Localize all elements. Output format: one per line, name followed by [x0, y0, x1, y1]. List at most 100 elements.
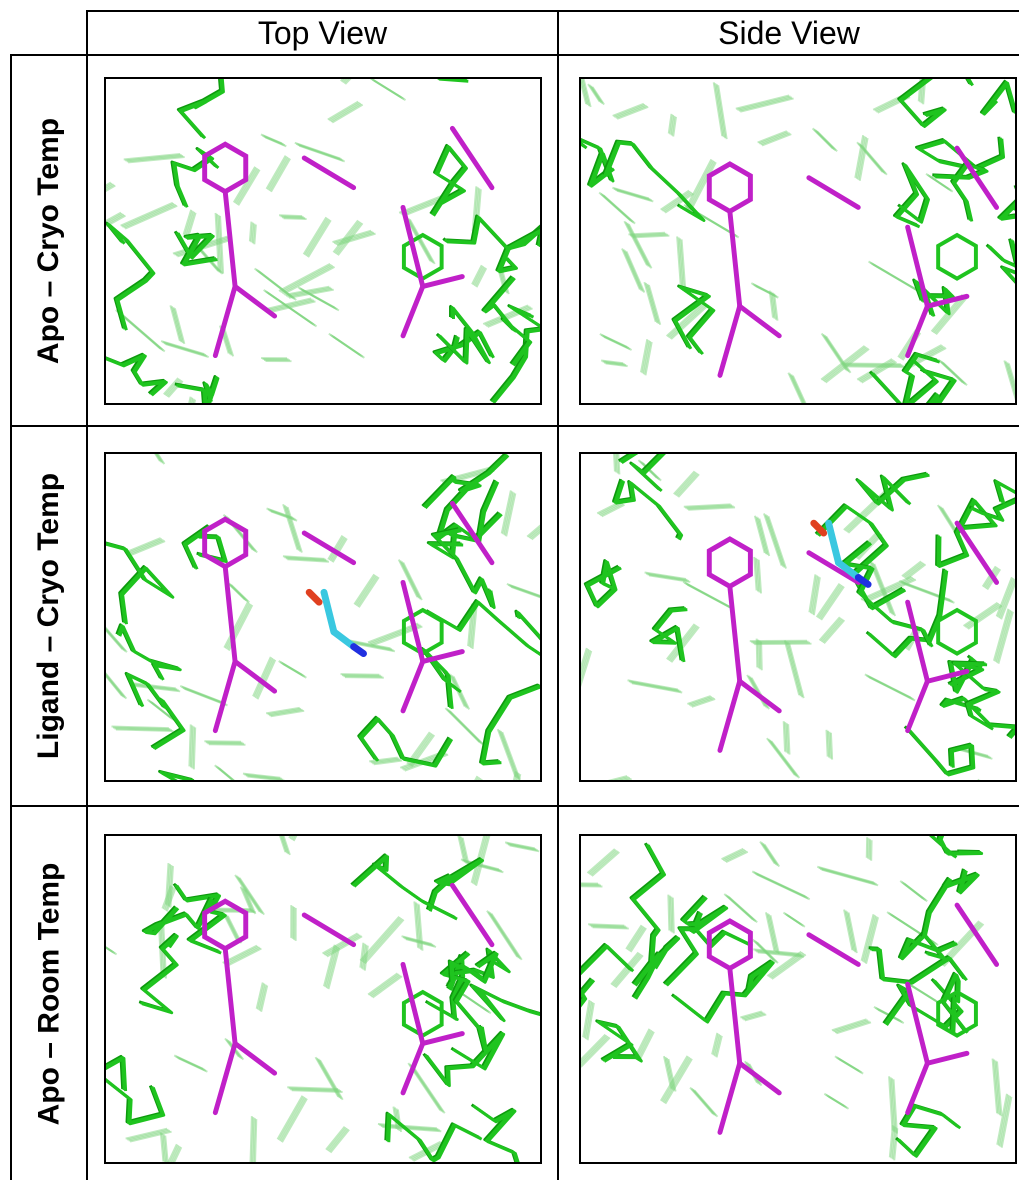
structure-stick: [129, 539, 163, 553]
structure-stick: [104, 542, 173, 624]
structure-ring: [205, 144, 246, 191]
ligand-stick: [814, 523, 824, 533]
structure-stick: [616, 106, 647, 118]
structure-stick: [935, 165, 987, 221]
structure-stick: [831, 733, 832, 760]
structure-stick: [270, 158, 289, 191]
structure-stick: [829, 1097, 849, 1109]
structure-stick: [675, 472, 696, 495]
structure-stick: [501, 731, 519, 779]
figure: Top View Side View Apo – Cryo Temp Ligan…: [0, 0, 1019, 1180]
structure-stick: [730, 586, 740, 681]
structure-stick: [908, 681, 928, 730]
structure-stick: [403, 661, 423, 710]
structure-stick: [329, 1129, 348, 1152]
structure-stick: [404, 77, 468, 81]
column-header: Top View: [88, 12, 557, 54]
structure-stick: [365, 920, 404, 964]
structure-stick: [869, 677, 915, 700]
structure-stick: [767, 515, 785, 567]
structure-stick: [374, 81, 406, 101]
structure-stick: [426, 601, 542, 675]
structure-stick: [450, 711, 484, 745]
structure-ring: [938, 610, 976, 653]
structure-stick: [403, 286, 423, 335]
structure-stick: [194, 727, 195, 769]
structure-stick: [1006, 361, 1017, 405]
structure-stick: [614, 479, 679, 538]
structure-stick: [965, 604, 999, 627]
structure-stick: [581, 1038, 610, 1067]
structure-stick: [953, 77, 988, 86]
structure-stick: [979, 780, 1017, 782]
structure-stick: [905, 884, 928, 901]
grid-border: [10, 805, 1019, 807]
structure-stick: [474, 987, 542, 1021]
structure-stick: [285, 505, 299, 550]
structure-stick: [356, 575, 376, 605]
row-header-cell: Apo – Room Temp: [12, 807, 86, 1180]
structure-stick: [387, 1114, 480, 1160]
grid-border: [86, 10, 88, 1180]
structure-stick: [764, 513, 782, 565]
structure-stick: [579, 1037, 608, 1066]
structure-stick: [373, 976, 402, 997]
structure-stick: [266, 300, 314, 311]
ligand-stick: [309, 592, 319, 602]
structure-stick: [209, 744, 246, 745]
row-header: Apo – Room Temp: [32, 862, 66, 1125]
structure-stick: [765, 845, 780, 867]
structure-stick: [235, 286, 275, 316]
structure-stick: [357, 576, 377, 606]
structure-stick: [604, 337, 631, 350]
structure-stick: [403, 1043, 423, 1092]
structure-stick: [768, 516, 786, 568]
structure-stick: [957, 905, 997, 964]
structure-stick: [370, 974, 399, 995]
structure-stick: [224, 947, 258, 964]
structure-stick: [215, 1043, 235, 1112]
structure-stick: [761, 642, 762, 671]
structure-stick: [908, 984, 928, 1063]
structure-stick: [328, 1128, 347, 1151]
structure-stick: [265, 137, 286, 146]
structure-stick: [673, 898, 674, 934]
structure-stick: [286, 506, 300, 551]
structure-stick: [368, 973, 397, 994]
structure-stick: [789, 643, 803, 698]
row-header: Apo – Cryo Temp: [32, 117, 66, 363]
structure-stick: [604, 195, 635, 223]
structure-stick: [739, 97, 792, 110]
structure-stick: [304, 217, 327, 254]
structure-stick: [279, 1097, 304, 1141]
structure-stick: [969, 481, 1017, 519]
structure-stick: [179, 397, 190, 405]
structure-image: [104, 452, 542, 782]
structure-stick: [121, 203, 173, 226]
structure-stick: [389, 1115, 482, 1161]
structure-stick: [587, 849, 614, 873]
structure-stick: [873, 264, 920, 292]
structure-stick: [590, 851, 617, 875]
ligand-stick: [334, 632, 354, 647]
grid-border: [557, 10, 559, 1180]
structure-stick: [839, 1059, 863, 1073]
structure-stick: [589, 850, 616, 874]
structure-stick: [632, 683, 682, 692]
structure-stick: [122, 204, 174, 227]
structure-stick: [617, 191, 653, 202]
structure-image: [579, 834, 1017, 1164]
structure-stick: [978, 779, 1017, 782]
structure-stick: [451, 776, 477, 782]
structure-stick: [672, 961, 770, 1020]
structure-stick: [614, 105, 645, 117]
structure-stick: [740, 681, 780, 711]
structure-stick: [592, 852, 619, 876]
structure-stick: [278, 1096, 303, 1140]
structure-stick: [166, 344, 209, 357]
structure-stick: [647, 284, 658, 324]
structure-stick: [120, 627, 180, 680]
structure-stick: [284, 218, 307, 219]
structure-stick: [265, 299, 313, 310]
structure-stick: [930, 177, 952, 192]
